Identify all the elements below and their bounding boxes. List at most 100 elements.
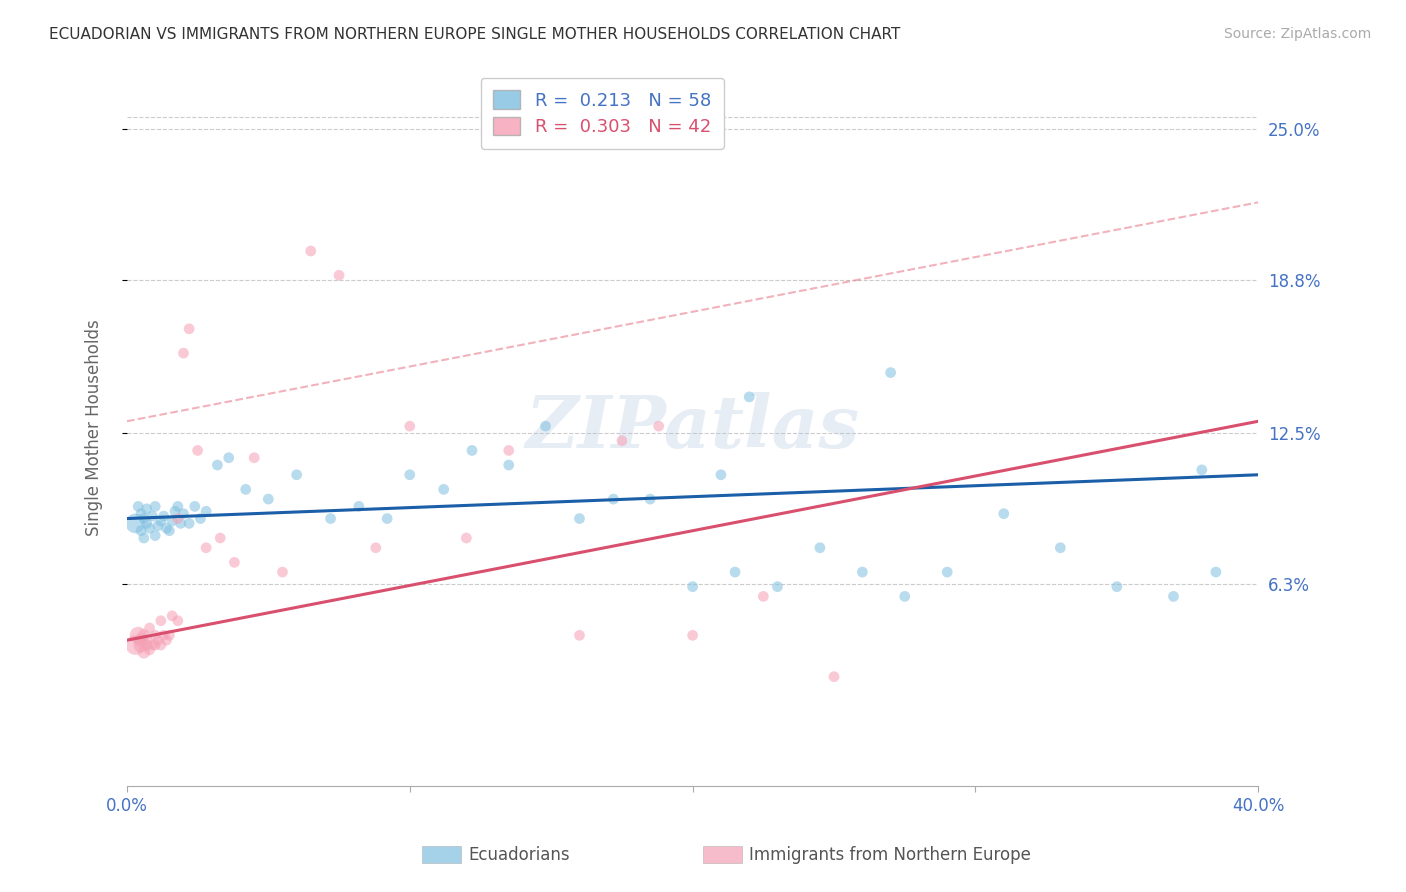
Text: ZIPatlas: ZIPatlas — [526, 392, 859, 463]
Point — [568, 511, 591, 525]
Point — [143, 500, 166, 514]
Point — [752, 590, 775, 604]
Point — [166, 500, 188, 514]
Point — [135, 638, 157, 652]
Point — [155, 521, 177, 535]
Point — [894, 590, 917, 604]
Point — [319, 511, 342, 525]
Point — [124, 638, 146, 652]
Point — [1049, 541, 1071, 555]
Point — [155, 633, 177, 648]
Point — [235, 483, 257, 497]
Point — [127, 628, 149, 642]
Point — [1205, 565, 1227, 579]
Point — [224, 555, 246, 569]
Point — [257, 492, 280, 507]
Point — [129, 524, 152, 538]
Point — [160, 608, 183, 623]
Point — [602, 492, 624, 507]
Point — [146, 633, 169, 648]
Point — [149, 638, 172, 652]
Point — [173, 507, 195, 521]
Point — [724, 565, 747, 579]
Point — [135, 516, 157, 531]
Point — [138, 643, 160, 657]
Point — [152, 509, 174, 524]
Point — [132, 628, 155, 642]
Point — [568, 628, 591, 642]
Point — [195, 541, 218, 555]
Point — [218, 450, 240, 465]
Point — [328, 268, 350, 283]
Point — [135, 633, 157, 648]
Point — [375, 511, 398, 525]
Point — [610, 434, 633, 448]
Point — [157, 628, 180, 642]
Point — [143, 628, 166, 642]
Point — [141, 638, 163, 652]
Point — [682, 628, 704, 642]
Point — [851, 565, 873, 579]
Point — [682, 580, 704, 594]
Point — [143, 638, 166, 652]
Point — [129, 507, 152, 521]
Point — [127, 500, 149, 514]
Point — [135, 501, 157, 516]
Point — [129, 638, 152, 652]
Legend: R =  0.213   N = 58, R =  0.303   N = 42: R = 0.213 N = 58, R = 0.303 N = 42 — [481, 78, 724, 149]
Point — [738, 390, 761, 404]
Y-axis label: Single Mother Households: Single Mother Households — [86, 319, 103, 536]
Point — [132, 645, 155, 659]
Point — [498, 458, 520, 472]
Point — [124, 516, 146, 531]
Point — [456, 531, 478, 545]
Point — [143, 528, 166, 542]
Text: Ecuadorians: Ecuadorians — [468, 846, 569, 863]
Point — [364, 541, 387, 555]
Point — [132, 511, 155, 525]
Point — [152, 628, 174, 642]
Point — [993, 507, 1015, 521]
Point — [638, 492, 661, 507]
Text: Immigrants from Northern Europe: Immigrants from Northern Europe — [749, 846, 1031, 863]
Point — [534, 419, 557, 434]
Point — [160, 514, 183, 528]
Point — [271, 565, 294, 579]
Point — [207, 458, 229, 472]
Point — [823, 670, 845, 684]
Point — [243, 450, 266, 465]
Point — [179, 322, 201, 336]
Point — [398, 467, 420, 482]
Point — [195, 504, 218, 518]
Point — [190, 511, 212, 525]
Point — [347, 500, 370, 514]
Point — [166, 614, 188, 628]
Point — [184, 500, 207, 514]
Point — [169, 516, 191, 531]
Text: ECUADORIAN VS IMMIGRANTS FROM NORTHERN EUROPE SINGLE MOTHER HOUSEHOLDS CORRELATI: ECUADORIAN VS IMMIGRANTS FROM NORTHERN E… — [49, 27, 901, 42]
Point — [461, 443, 484, 458]
Point — [647, 419, 669, 434]
Point — [936, 565, 959, 579]
Point — [132, 531, 155, 545]
Point — [766, 580, 789, 594]
Point — [138, 521, 160, 535]
Point — [879, 366, 901, 380]
Text: Source: ZipAtlas.com: Source: ZipAtlas.com — [1223, 27, 1371, 41]
Point — [285, 467, 308, 482]
Point — [129, 633, 152, 648]
Point — [1163, 590, 1185, 604]
Point — [173, 346, 195, 360]
Point — [808, 541, 831, 555]
Point — [149, 614, 172, 628]
Point — [141, 509, 163, 524]
Point — [498, 443, 520, 458]
Point — [138, 621, 160, 635]
Point — [166, 511, 188, 525]
Point — [299, 244, 322, 258]
Point — [209, 531, 232, 545]
Point — [710, 467, 733, 482]
Point — [1191, 463, 1213, 477]
Point — [1105, 580, 1128, 594]
Point — [187, 443, 209, 458]
